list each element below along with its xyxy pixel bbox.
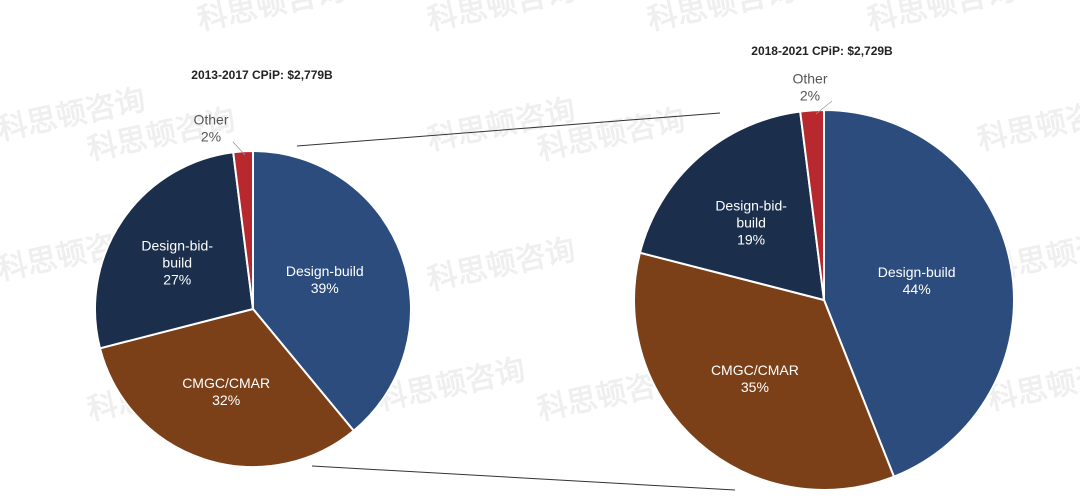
data-label-category: CMGC/CMAR xyxy=(711,362,799,378)
leader-line xyxy=(815,100,833,115)
data-label-percent: 19% xyxy=(737,231,765,247)
pie-slice-cmgc-cmar xyxy=(98,307,356,468)
watermark-text: 科思顿咨询 xyxy=(645,0,799,37)
data-label-percent: 32% xyxy=(212,392,240,408)
leader-line xyxy=(232,141,246,156)
data-label-category: build xyxy=(162,254,192,270)
data-label-percent: 27% xyxy=(163,271,191,287)
watermark-text: 科思顿咨询 xyxy=(975,93,1080,156)
watermark-text: 科思顿咨询 xyxy=(425,0,579,37)
watermark-text: 科思顿咨询 xyxy=(195,0,349,37)
data-label-category: Other xyxy=(792,71,827,87)
data-label-category: Other xyxy=(193,112,228,128)
chart-title: 2013-2017 CPiP: $2,779B xyxy=(191,68,333,82)
connector-line-top xyxy=(296,112,721,147)
data-label-category: CMGC/CMAR xyxy=(182,375,270,391)
data-label-category: Design-build xyxy=(286,263,364,279)
data-label-percent: 39% xyxy=(311,280,339,296)
pie-slice-design-bid-build xyxy=(638,110,826,302)
pie-slice-design-bid-build xyxy=(94,151,255,350)
data-label-percent: 35% xyxy=(741,379,769,395)
connector-line-bottom xyxy=(311,465,736,491)
chart-title: 2018-2021 CPiP: $2,729B xyxy=(751,44,893,58)
data-label-percent: 2% xyxy=(201,129,221,145)
pie-slice-cmgc-cmar xyxy=(633,251,896,491)
data-label-category: Design-bid- xyxy=(715,197,787,213)
pie-slice-other xyxy=(232,149,254,310)
data-label-percent: 2% xyxy=(800,88,820,104)
pie-slice-design-build xyxy=(252,149,412,433)
data-label-category: build xyxy=(736,214,766,230)
data-label-category: Design-build xyxy=(878,264,956,280)
data-label-category: Design-bid- xyxy=(141,237,213,253)
pie-slice-other xyxy=(799,108,825,301)
data-label-percent: 44% xyxy=(903,281,931,297)
watermark-text: 科思顿咨询 xyxy=(865,0,1019,37)
watermark-text: 科思顿咨询 xyxy=(425,233,579,296)
pie-slice-design-build xyxy=(823,108,1015,478)
